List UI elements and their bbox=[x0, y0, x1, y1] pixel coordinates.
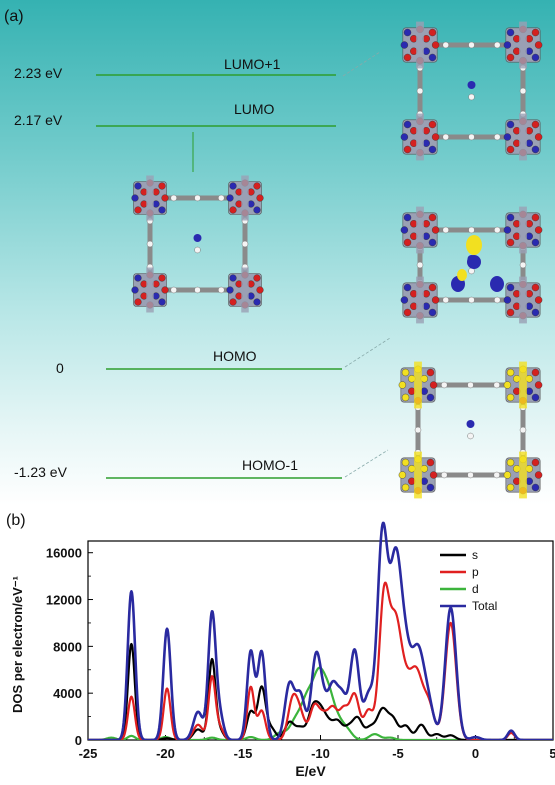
orbital-isosurface-images bbox=[398, 21, 543, 499]
mof-structure-model bbox=[131, 175, 264, 313]
connector-lines bbox=[342, 51, 391, 478]
metal-cluster bbox=[226, 175, 264, 221]
level-energy-label: 2.17 eV bbox=[14, 112, 63, 128]
metal-cluster bbox=[398, 451, 438, 499]
level-energy-label: 2.23 eV bbox=[14, 65, 63, 81]
metal-cluster bbox=[400, 113, 440, 161]
metal-cluster bbox=[400, 276, 440, 324]
level-energy-label: 0 bbox=[56, 360, 64, 376]
orbital-lobe bbox=[467, 255, 481, 269]
legend-label: p bbox=[472, 565, 479, 579]
series-line-total bbox=[88, 521, 553, 740]
connector-line bbox=[344, 449, 389, 478]
level-name-label: HOMO-1 bbox=[242, 457, 298, 473]
series-line-p bbox=[88, 581, 553, 740]
energy-levels: 2.23 eV LUMO+1 2.17 eV LUMO 0 HOMO -1.23 eV HOM… bbox=[14, 56, 342, 480]
x-tick-label: -5 bbox=[392, 746, 404, 761]
dos-chart: -25 -20 -15 -10 -5 0 5 0 4000 8000 12000 16000 E/eV D… bbox=[10, 521, 555, 779]
panel-b-label: (b) bbox=[6, 512, 26, 529]
x-tick-label: -20 bbox=[156, 746, 175, 761]
connector-line bbox=[342, 51, 381, 77]
legend-label: s bbox=[472, 548, 478, 562]
guest-molecule bbox=[467, 81, 476, 89]
orbital-lobe bbox=[466, 235, 482, 255]
metal-cluster bbox=[503, 113, 543, 161]
metal-cluster bbox=[226, 267, 264, 313]
legend-label: d bbox=[472, 582, 479, 596]
y-tick-label: 16000 bbox=[46, 546, 82, 561]
guest-molecule bbox=[193, 234, 202, 242]
metal-cluster bbox=[503, 206, 543, 254]
panel-a-label: (a) bbox=[4, 8, 24, 25]
y-tick-label: 4000 bbox=[53, 686, 82, 701]
connector-line bbox=[344, 337, 391, 368]
legend-label: Total bbox=[472, 599, 497, 613]
orbital-levels-diagram: 2.23 eV LUMO+1 2.17 eV LUMO 0 HOMO -1.23 eV HOM… bbox=[14, 21, 543, 499]
level-name-label: LUMO+1 bbox=[224, 56, 281, 72]
y-axis-label: DOS per electron/eV⁻¹ bbox=[10, 576, 25, 713]
x-tick-label: -15 bbox=[234, 746, 253, 761]
x-axis-label: E/eV bbox=[295, 763, 326, 779]
series-line-s bbox=[88, 642, 553, 740]
metal-cluster bbox=[398, 361, 438, 409]
y-tick-label: 8000 bbox=[53, 639, 82, 654]
metal-cluster bbox=[400, 21, 440, 69]
level-energy-label: -1.23 eV bbox=[14, 464, 68, 480]
metal-cluster bbox=[503, 21, 543, 69]
panel-a-orbital-diagram: (a) 2.23 eV LUMO+1 2.17 eV LUMO 0 HOMO -1.23 e… bbox=[0, 0, 555, 505]
x-tick-label: -25 bbox=[79, 746, 98, 761]
metal-cluster bbox=[503, 276, 543, 324]
x-tick-label: -10 bbox=[311, 746, 330, 761]
orbital-lobe bbox=[490, 276, 504, 292]
level-name-label: LUMO bbox=[234, 101, 275, 117]
metal-cluster bbox=[131, 175, 169, 221]
y-tick-label: 0 bbox=[75, 733, 82, 748]
metal-cluster bbox=[503, 361, 543, 409]
metal-cluster bbox=[400, 206, 440, 254]
metal-cluster bbox=[131, 267, 169, 313]
x-tick-label: 0 bbox=[472, 746, 479, 761]
level-name-label: HOMO bbox=[213, 348, 257, 364]
y-tick-label: 12000 bbox=[46, 593, 82, 608]
guest-molecule bbox=[466, 420, 475, 428]
metal-cluster bbox=[503, 451, 543, 499]
x-tick-label: 5 bbox=[549, 746, 555, 761]
orbital-lobe bbox=[457, 269, 467, 281]
